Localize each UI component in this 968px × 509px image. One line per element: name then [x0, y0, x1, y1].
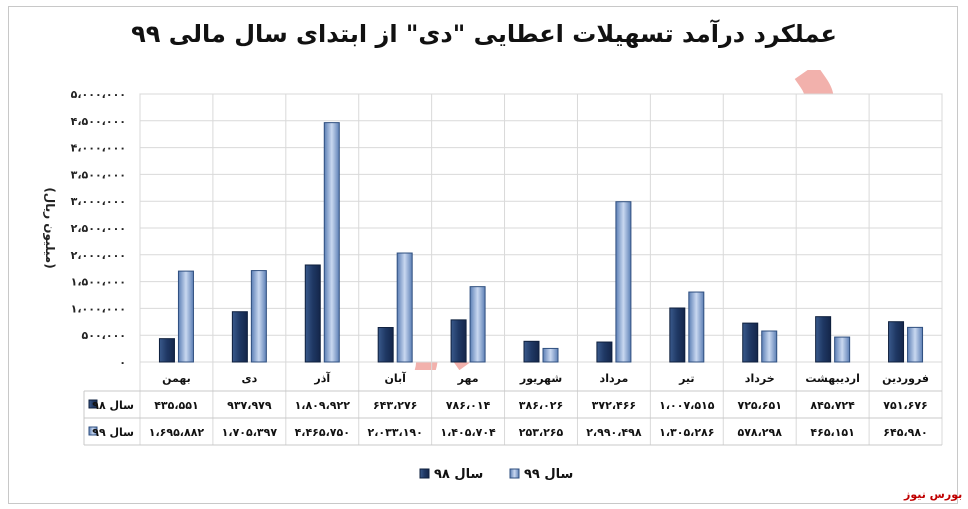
table-series-name: سال ۹۹: [92, 426, 134, 439]
x-category-label: اردیبهشت: [805, 372, 859, 385]
table-cell: ۱،۷۰۵،۳۹۷: [222, 426, 278, 439]
x-category-label: بهمن: [162, 372, 191, 385]
y-tick-label: ۲،۵۰۰،۰۰۰: [71, 222, 126, 235]
bar-98: [304, 264, 321, 363]
table-series-key: [88, 399, 98, 409]
table-cell: ۷۸۶،۰۱۴: [446, 399, 491, 412]
x-category-label: آبان: [384, 371, 406, 385]
table-cell: ۲۵۳،۲۶۵: [519, 426, 564, 439]
table-cell: ۲،۹۹۰،۴۹۸: [586, 426, 642, 439]
table-cell: ۴۳۵،۵۵۱: [154, 399, 198, 412]
table-cell: ۱،۳۰۵،۲۸۶: [659, 426, 714, 439]
bar-99: [907, 326, 924, 363]
x-category-label: مهر: [457, 372, 479, 385]
table-cell: ۸۴۵،۷۲۴: [810, 399, 855, 412]
bar-99: [250, 270, 267, 363]
table-cell: ۷۵۱،۶۷۶: [883, 399, 927, 412]
brand-label: بورس نیوز: [904, 488, 963, 501]
bar-98: [523, 340, 540, 363]
table-cell: ۳۸۶،۰۲۶: [519, 399, 563, 412]
table-cell: ۲،۰۳۳،۱۹۰: [368, 426, 423, 439]
table-cell: ۱،۶۹۵،۸۸۲: [149, 426, 205, 439]
x-category-label: دی: [241, 372, 257, 385]
y-tick-label: ۳،۰۰۰،۰۰۰: [71, 195, 126, 208]
y-tick-label: ۴،۰۰۰،۰۰۰: [71, 142, 126, 155]
legend-label: سال ۹۹: [524, 467, 573, 482]
bar-99: [177, 270, 194, 363]
y-axis-label: (میلیون ریال): [42, 187, 57, 268]
y-tick-label: ۴،۵۰۰،۰۰۰: [71, 115, 126, 128]
table-cell: ۱،۴۰۵،۷۰۴: [440, 426, 496, 439]
bar-98: [450, 319, 467, 363]
x-category-label: تیر: [678, 372, 694, 385]
bar-99: [542, 347, 559, 363]
table-cell: ۹۳۷،۹۷۹: [227, 399, 272, 412]
legend-key: [509, 468, 520, 479]
bar-98: [158, 338, 175, 363]
bar-99: [834, 336, 851, 363]
chart-title: عملکرد درآمد تسهیلات اعطایی "دی" از ابتد…: [131, 20, 837, 48]
y-tick-label: ۱،۵۰۰،۰۰۰: [71, 276, 126, 289]
table-cell: ۳۷۲،۴۶۶: [592, 399, 636, 412]
x-category-label: آذر: [313, 371, 330, 385]
bar-98: [231, 311, 248, 363]
table-cell: ۷۲۵،۶۵۱: [737, 399, 781, 412]
x-category-label: شهریور: [519, 372, 562, 385]
y-tick-label: ۵۰۰،۰۰۰: [82, 329, 126, 342]
bar-98: [596, 341, 613, 363]
bar-98: [669, 307, 686, 363]
bar-98: [815, 316, 832, 363]
bar-98: [742, 322, 759, 363]
table-series-name: سال ۹۸: [92, 399, 134, 412]
x-category-label: مرداد: [600, 372, 629, 385]
bar-99: [688, 291, 705, 363]
table-cell: ۶۴۵،۹۸۰: [883, 426, 927, 439]
bar-99: [615, 201, 632, 363]
legend-key: [419, 468, 430, 479]
y-tick-label: ۱،۰۰۰،۰۰۰: [71, 302, 126, 315]
bar-99: [469, 286, 486, 363]
table-series-key: [88, 426, 98, 436]
bar-98: [377, 327, 394, 363]
table-cell: ۴،۴۶۵،۷۵۰: [295, 426, 350, 439]
x-category-label: خرداد: [745, 372, 775, 385]
table-cell: ۴۶۵،۱۵۱: [810, 426, 854, 439]
table-cell: ۵۷۸،۲۹۸: [737, 426, 782, 439]
table-cell: ۶۴۳،۲۷۶: [373, 399, 417, 412]
y-tick-label: ۳،۵۰۰،۰۰۰: [71, 168, 126, 181]
y-tick-label: ۲،۰۰۰،۰۰۰: [71, 249, 126, 262]
table-cell: ۱،۸۰۹،۹۲۲: [295, 399, 351, 412]
bar-98: [888, 321, 905, 363]
table-cell: ۱،۰۰۷،۵۱۵: [659, 399, 715, 412]
legend-label: سال ۹۸: [434, 467, 483, 482]
bar-99: [396, 252, 413, 363]
y-tick-label: ۰: [119, 356, 126, 369]
bar-99: [323, 122, 340, 363]
x-category-label: فروردین: [882, 372, 929, 385]
bar-99: [761, 330, 778, 363]
y-tick-label: ۵،۰۰۰،۰۰۰: [71, 88, 126, 101]
